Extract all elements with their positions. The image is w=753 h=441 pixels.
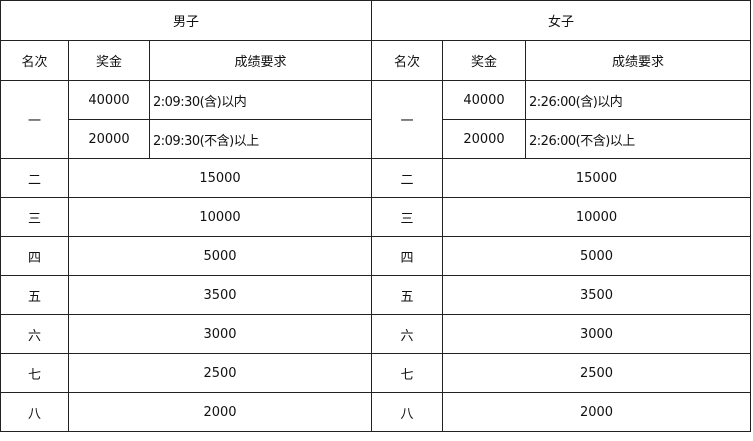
requirement-cell: 2:26:00(不含)以上 [525,119,752,159]
requirement-header: 成绩要求 [525,40,752,81]
rank-cell: 八 [0,392,69,432]
prize-cell: 2000 [67,392,373,432]
table-row: 六 3000 六 3000 [0,314,752,354]
men-header: 男子 [0,0,373,41]
rank-cell: 一 [0,80,69,159]
rank-cell: 五 [0,275,69,315]
prize-cell: 2000 [442,392,752,432]
prize-cell: 5000 [67,236,373,276]
rank-cell: 六 [0,314,69,354]
group-header-row: 男子 女子 [0,0,752,41]
rank-header: 名次 [371,40,444,81]
prize-cell: 15000 [442,158,752,198]
rank-cell: 六 [371,314,444,354]
table-row: 四 5000 四 5000 [0,236,752,276]
prize-cell: 10000 [442,197,752,237]
rank-cell: 四 [0,236,69,276]
women-header: 女子 [371,0,752,41]
column-header-row: 名次 奖金 成绩要求 名次 奖金 成绩要求 [0,40,752,81]
table-row: 一 40000 2:09:30(含)以内 一 40000 2:26:00(含)以… [0,80,752,159]
rank-cell: 一 [371,80,444,159]
rank-cell: 五 [371,275,444,315]
prize-cell: 5000 [442,236,752,276]
rank-cell: 三 [0,197,69,237]
prize-cell: 40000 [68,80,150,120]
prize-cell: 3500 [442,275,752,315]
prize-cell: 20000 [442,119,527,159]
table-row: 五 3500 五 3500 [0,275,752,315]
requirement-cell: 2:09:30(不含)以上 [148,119,373,159]
table-row: 20000 2:09:30(不含)以上 20000 2:26:00(不含)以上 [1,119,752,159]
prize-cell: 15000 [67,158,373,198]
prize-cell: 40000 [442,80,527,120]
rank-cell: 三 [371,197,444,237]
requirement-cell: 2:09:30(含)以内 [148,80,373,120]
prize-cell: 3000 [67,314,373,354]
rank-cell: 七 [0,353,69,393]
table-row: 七 2500 七 2500 [0,353,752,393]
rank-cell: 八 [371,392,444,432]
prize-cell: 3500 [67,275,373,315]
rank-cell: 二 [0,158,69,198]
rank-cell: 七 [371,353,444,393]
table-row: 二 15000 二 15000 [0,158,752,198]
prize-cell: 2500 [67,353,373,393]
prize-header: 奖金 [68,40,150,81]
rank-cell: 四 [371,236,444,276]
table-row: 八 2000 八 2000 [0,392,752,432]
table-row: 三 10000 三 10000 [0,197,752,237]
requirement-header: 成绩要求 [148,40,373,81]
prize-cell: 2500 [442,353,752,393]
rank-header: 名次 [0,40,69,81]
prize-cell: 10000 [67,197,373,237]
prize-header: 奖金 [442,40,527,81]
prize-table: 男子 女子 名次 奖金 成绩要求 名次 奖金 成绩要求 一 40000 2:09… [0,0,752,432]
requirement-cell: 2:26:00(含)以内 [525,80,752,120]
prize-cell: 20000 [68,119,150,159]
rank-cell: 二 [371,158,444,198]
prize-cell: 3000 [442,314,752,354]
